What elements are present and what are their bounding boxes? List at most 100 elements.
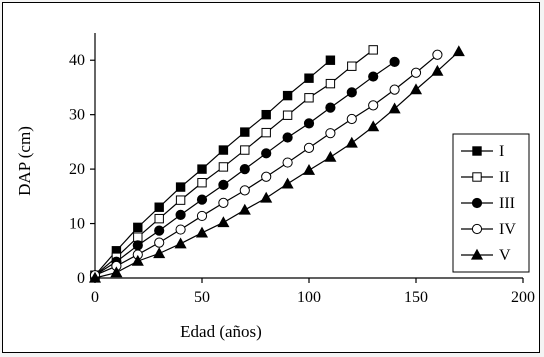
data-point — [325, 78, 336, 89]
y-tick-label: 10 — [69, 216, 85, 233]
legend-marker — [472, 172, 482, 182]
data-point — [410, 67, 422, 78]
data-point — [217, 216, 230, 228]
legend-marker — [470, 248, 484, 260]
legend-marker — [472, 146, 482, 156]
y-axis-label: DAP (cm) — [15, 126, 34, 196]
data-point — [154, 225, 165, 236]
data-point — [409, 83, 423, 95]
data-point — [154, 202, 164, 212]
data-point — [346, 87, 357, 98]
y-tick-label: 30 — [69, 107, 85, 124]
data-point — [175, 209, 186, 220]
data-point — [304, 73, 314, 83]
data-point — [218, 197, 229, 208]
data-point — [389, 56, 400, 67]
data-point — [303, 118, 315, 129]
data-point — [261, 148, 272, 159]
data-point — [175, 195, 186, 205]
legend-item: III — [461, 195, 515, 212]
data-point — [218, 162, 229, 172]
data-point — [239, 164, 250, 175]
series-line — [94, 51, 460, 279]
x-tick-label: 0 — [91, 289, 99, 306]
legend-marker — [471, 223, 483, 235]
data-point — [195, 226, 209, 238]
legend-item: IV — [461, 221, 516, 238]
series-I — [90, 55, 336, 280]
data-point — [389, 84, 400, 95]
data-point — [345, 136, 358, 148]
data-point — [325, 55, 336, 65]
legend-label: I — [499, 143, 504, 160]
data-point — [304, 93, 314, 103]
chart-frame: 0 50 100 150 200 0 10 20 30 40 I II III IV V Edad (añ… — [2, 2, 540, 353]
data-point — [88, 271, 102, 283]
x-tick-label: 150 — [404, 289, 428, 306]
data-point — [110, 266, 123, 278]
data-point — [452, 45, 465, 57]
data-point — [325, 128, 336, 139]
data-point — [368, 71, 379, 82]
data-point — [346, 113, 357, 125]
data-point — [324, 150, 337, 162]
data-point — [388, 102, 401, 114]
data-point — [282, 157, 293, 168]
data-point — [197, 164, 207, 174]
y-tick-label: 20 — [69, 161, 85, 178]
data-point — [218, 179, 229, 190]
series-layer — [88, 45, 465, 283]
data-point — [261, 171, 272, 182]
data-point — [131, 254, 144, 266]
legend-label: III — [499, 195, 515, 212]
data-point — [132, 240, 143, 251]
legend-marker — [471, 197, 483, 209]
x-axis-label: Edad (años) — [180, 322, 262, 341]
data-point — [175, 224, 186, 235]
series-IV — [89, 49, 443, 281]
x-tick-label: 100 — [297, 289, 321, 306]
data-point — [218, 145, 229, 155]
data-point — [368, 45, 378, 55]
data-point — [431, 64, 444, 76]
data-point — [174, 237, 187, 249]
x-tick-label: 50 — [194, 289, 210, 306]
data-point — [239, 185, 250, 196]
data-point — [175, 182, 186, 192]
series-V — [88, 45, 465, 283]
legend-label: IV — [499, 221, 516, 238]
data-point — [282, 132, 293, 143]
data-point — [282, 90, 293, 101]
y-tick-label: 0 — [77, 270, 85, 287]
data-point — [368, 100, 379, 111]
axes: 0 50 100 150 200 0 10 20 30 40 — [69, 33, 535, 306]
data-point — [303, 142, 315, 153]
data-point — [261, 127, 271, 138]
data-point — [302, 163, 316, 175]
data-point — [282, 110, 293, 120]
data-point — [154, 213, 164, 224]
data-point — [367, 120, 380, 132]
legend-item: V — [461, 247, 511, 264]
data-point — [240, 127, 250, 137]
data-point — [347, 61, 357, 71]
data-point — [325, 102, 336, 113]
data-point — [197, 178, 207, 188]
data-point — [133, 232, 143, 242]
data-point — [261, 109, 271, 120]
data-point — [281, 177, 294, 189]
data-point — [196, 210, 208, 222]
series-III — [89, 56, 400, 281]
data-point — [196, 194, 208, 205]
data-point — [260, 191, 273, 203]
legend-label: V — [499, 247, 511, 264]
data-point — [432, 49, 443, 60]
data-point — [238, 203, 251, 215]
y-tick-label: 40 — [69, 52, 85, 69]
series-line — [94, 59, 331, 276]
data-point — [153, 247, 166, 259]
legend-label: II — [499, 169, 510, 186]
data-point — [240, 145, 250, 155]
legend-item: II — [461, 169, 510, 186]
